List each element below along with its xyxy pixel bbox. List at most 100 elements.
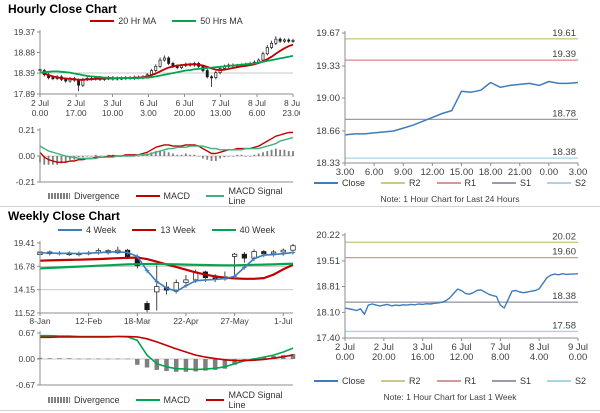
pivot-label: 17.58 bbox=[552, 320, 576, 331]
legend-item-close: Close bbox=[313, 376, 365, 386]
legend-item-macd-signal-line: MACD Signal Line bbox=[206, 390, 285, 410]
x-tick-date-label: 8 Jul bbox=[529, 342, 549, 353]
x-tick-date-label: 18-Mar bbox=[124, 316, 151, 326]
divergence-bars bbox=[37, 353, 296, 372]
line-swatch-icon bbox=[211, 229, 236, 231]
legend-label: MACD Signal Line bbox=[228, 390, 283, 410]
y-tick-label: 19.00 bbox=[316, 93, 340, 104]
x-tick-time-label: 0.00 bbox=[336, 352, 355, 363]
line-swatch-icon bbox=[206, 399, 225, 401]
x-tick-date-label: 3 Jul bbox=[413, 342, 433, 353]
13-week-line bbox=[39, 256, 294, 280]
legend-item-4-week: 4 Week bbox=[57, 225, 117, 235]
x-tick-date-label: 22-Apr bbox=[173, 316, 199, 326]
y-tick-label: 19.67 bbox=[316, 28, 340, 39]
x-tick-date-label: 21.00 bbox=[508, 167, 532, 178]
legend-label: Close bbox=[341, 178, 365, 188]
legend-label: 4 Week bbox=[85, 225, 117, 235]
legend-item-13-week: 13 Week bbox=[132, 225, 196, 235]
y-tick-label: 0.00 bbox=[18, 151, 35, 161]
y-tick-label: 16.78 bbox=[14, 261, 36, 271]
x-tick-time-label: 0.00 bbox=[569, 352, 588, 363]
weekly-macd-legend: Divergence MACD MACD Signal Line bbox=[40, 390, 293, 410]
legend-item-macd: MACD bbox=[135, 395, 190, 405]
x-tick-date-label: 12-Feb bbox=[75, 316, 102, 326]
y-tick-label: 19.37 bbox=[14, 28, 36, 37]
x-tick-date-label: 3.00 bbox=[569, 167, 588, 178]
x-tick-date-label: 15.00 bbox=[450, 167, 474, 178]
20-hr-ma-line bbox=[39, 43, 294, 81]
line-swatch-icon bbox=[492, 182, 517, 184]
bars-swatch-icon bbox=[48, 193, 70, 199]
x-tick-time-label: 3.00 bbox=[140, 108, 157, 118]
x-tick-time-label: 8.00 bbox=[491, 352, 510, 363]
x-tick-time-label: 23.00 bbox=[282, 108, 300, 118]
line-swatch-icon bbox=[57, 229, 82, 231]
legend-label: R2 bbox=[408, 376, 421, 386]
x-tick-date-label: 3 Jul bbox=[103, 98, 121, 108]
legend-item-s2: S2 bbox=[547, 376, 586, 386]
y-tick-label: 20.22 bbox=[316, 230, 340, 241]
x-tick-date-label: 2 Jul bbox=[335, 342, 355, 353]
legend-item-r1: R1 bbox=[436, 376, 476, 386]
y-tick-label: 17.40 bbox=[316, 333, 340, 344]
x-tick-date-label: 6.00 bbox=[365, 167, 384, 178]
legend-label: MACD bbox=[163, 191, 191, 201]
pivot-label: 18.38 bbox=[552, 147, 576, 158]
hourly-pivot-chart-canvas: 19.61 19.39 18.78 18.38 19.67 19.33 19.00 18.66… bbox=[316, 28, 588, 178]
x-tick-date-label: 2 Jul bbox=[374, 342, 394, 353]
line-swatch-icon bbox=[135, 195, 160, 197]
y-tick-label: -0.67 bbox=[16, 380, 36, 388]
macd-signal-line-line bbox=[40, 335, 294, 362]
y-tick-label: 19.41 bbox=[14, 238, 36, 248]
line-swatch-icon bbox=[206, 195, 225, 197]
x-tick-date-label: 0.00 bbox=[540, 167, 559, 178]
pivot-label: 19.60 bbox=[552, 247, 576, 258]
bars-swatch-icon bbox=[48, 397, 70, 403]
x-tick-time-label: 13.00 bbox=[210, 108, 232, 118]
legend-item-40-week: 40 Week bbox=[211, 225, 276, 235]
legend-item-macd-signal-line: MACD Signal Line bbox=[206, 186, 285, 206]
pivot-label: 20.02 bbox=[552, 231, 576, 242]
line-swatch-icon bbox=[436, 380, 461, 382]
pivot-label: 19.61 bbox=[552, 28, 576, 39]
legend-label: S1 bbox=[520, 376, 532, 386]
weekly-pivot-note: Note: 1 Hour Chart for Last 1 Week bbox=[383, 392, 517, 402]
legend-label: MACD Signal Line bbox=[228, 186, 283, 206]
4-week-markers bbox=[37, 249, 296, 294]
close-line bbox=[344, 273, 579, 316]
x-tick-date-label: 8-Jan bbox=[29, 316, 51, 326]
weekly-pivot-legend: Close R2 R1 S1 S2 bbox=[310, 376, 590, 386]
legend-item-r1: R1 bbox=[436, 178, 476, 188]
x-tick-time-label: 12.00 bbox=[450, 352, 474, 363]
y-tick-label: 19.51 bbox=[316, 256, 340, 267]
x-tick-date-label: 9 Jul bbox=[568, 342, 588, 353]
line-swatch-icon bbox=[547, 182, 572, 184]
x-tick-time-label: 16.00 bbox=[411, 352, 435, 363]
legend-label: S1 bbox=[520, 178, 532, 188]
legend-item-r2: R2 bbox=[380, 376, 421, 386]
line-swatch-icon bbox=[380, 182, 405, 184]
section-divider bbox=[0, 206, 600, 207]
legend-item-50-hrs-ma: 50 Hrs MA bbox=[172, 16, 243, 26]
x-tick-date-label: 8 Jul bbox=[284, 98, 300, 108]
hourly-pivot-note: Note: 1 Hour Chart for Last 24 Hours bbox=[380, 194, 520, 204]
x-tick-time-label: 20.00 bbox=[372, 352, 396, 363]
legend-label: 13 Week bbox=[160, 225, 196, 235]
line-swatch-icon bbox=[135, 399, 160, 401]
y-tick-label: 14.15 bbox=[14, 285, 36, 295]
hourly-macd-legend: Divergence MACD MACD Signal Line bbox=[40, 186, 293, 206]
legend-label: 40 Week bbox=[239, 225, 276, 235]
weekly-macd-canvas: 0.67 0.00 -0.67 bbox=[16, 328, 296, 388]
x-tick-date-label: 2 Jul bbox=[31, 98, 49, 108]
x-tick-date-label: 18.00 bbox=[479, 167, 503, 178]
legend-label: 50 Hrs MA bbox=[200, 16, 243, 26]
x-tick-date-label: 12.00 bbox=[420, 167, 444, 178]
hourly-macd-canvas: 0.21 0.00 -0.21 bbox=[16, 125, 294, 186]
50-hrs-ma-line bbox=[39, 55, 294, 79]
40-week-line bbox=[39, 262, 294, 270]
legend-item-s1: S1 bbox=[492, 376, 531, 386]
legend-item-r2: R2 bbox=[380, 178, 421, 188]
